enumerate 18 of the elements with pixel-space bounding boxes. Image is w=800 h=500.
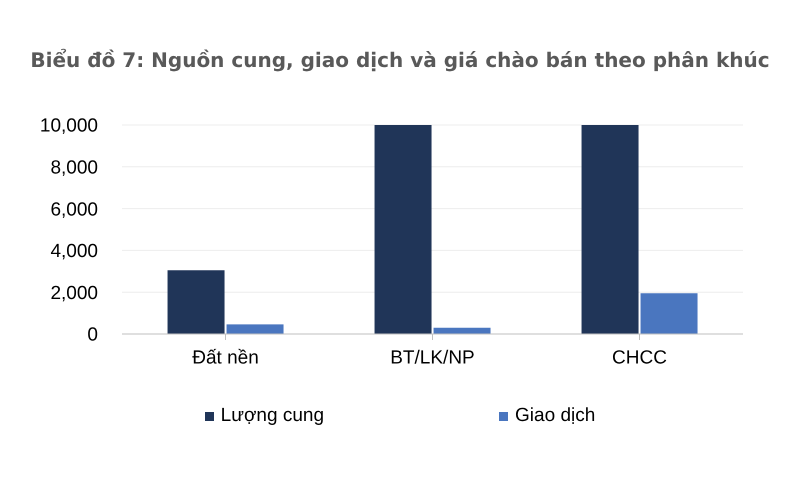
- bar: [168, 270, 225, 334]
- bar: [226, 324, 284, 334]
- y-tick-label: 6,000: [50, 199, 98, 220]
- x-tick-label: BT/LK/NP: [390, 347, 475, 368]
- bar: [640, 293, 698, 334]
- y-tick-label: 4,000: [50, 241, 98, 262]
- y-tick-label: 2,000: [50, 282, 98, 304]
- bar: [434, 328, 491, 334]
- bar: [374, 125, 432, 334]
- y-tick-label: 10,000: [40, 116, 98, 137]
- chart-title: Biểu đồ 7: Nguồn cung, giao dịch và giá chào bán theo phân khúc: [29, 48, 771, 72]
- legend-label: Lượng cung: [220, 405, 324, 427]
- x-tick-label: CHCC: [612, 347, 667, 368]
- x-tick-label: Đất nền: [192, 347, 259, 368]
- y-tick-label: 8,000: [50, 158, 98, 179]
- bar: [582, 125, 639, 334]
- legend-label: Giao dịch: [515, 405, 596, 427]
- y-tick-label: 0: [87, 324, 98, 346]
